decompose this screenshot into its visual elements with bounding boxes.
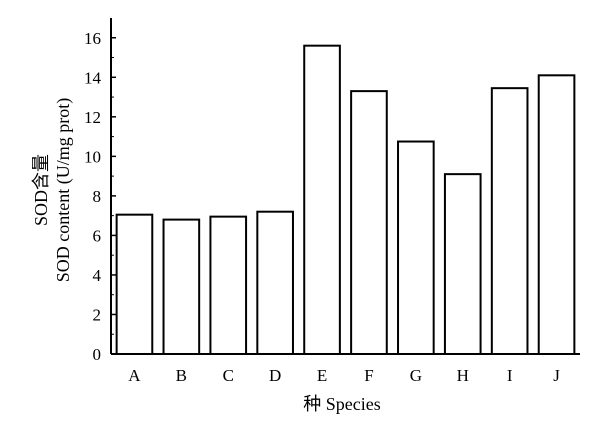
y-tick-label: 8 xyxy=(93,187,102,206)
bar-J xyxy=(537,74,576,355)
bar-B xyxy=(162,218,201,355)
bar-E xyxy=(303,44,341,355)
bar-D xyxy=(256,210,294,355)
y-tick-label: 10 xyxy=(84,147,101,166)
y-tick-label: 0 xyxy=(93,345,102,364)
x-tick-label: H xyxy=(457,366,469,385)
y-axis-title-line2: SOD content (U/mg prot) xyxy=(53,98,74,282)
x-tick-label: A xyxy=(128,366,141,385)
bar-C xyxy=(209,215,248,355)
bar-I xyxy=(490,87,529,355)
bars xyxy=(115,44,576,355)
x-axis-title: 种 Species xyxy=(303,394,380,414)
x-tick-label: E xyxy=(317,366,327,385)
bar-F xyxy=(350,90,388,355)
x-tick-label: F xyxy=(364,366,373,385)
y-tick-label: 14 xyxy=(84,68,102,87)
x-tick-label: C xyxy=(223,366,234,385)
y-tick-label: 6 xyxy=(93,226,102,245)
y-tick-label: 4 xyxy=(93,266,102,285)
y-tick-label: 16 xyxy=(84,29,101,48)
y-axis-title-line1: SOD含量 xyxy=(31,154,51,226)
bar-H xyxy=(443,173,482,355)
x-tick-label: G xyxy=(410,366,422,385)
y-tick-label: 12 xyxy=(84,108,101,127)
y-tick-label: 2 xyxy=(93,305,102,324)
y-ticks: 0 2 4 6 8 10 12 14 16 xyxy=(84,29,116,364)
bar-G xyxy=(397,140,435,355)
x-tick-label: D xyxy=(269,366,281,385)
x-tick-label: B xyxy=(176,366,187,385)
x-tick-label: J xyxy=(553,366,560,385)
bar-A xyxy=(115,213,154,355)
x-tick-label: I xyxy=(507,366,513,385)
x-ticks: A B C D E F G H I J xyxy=(128,366,560,385)
